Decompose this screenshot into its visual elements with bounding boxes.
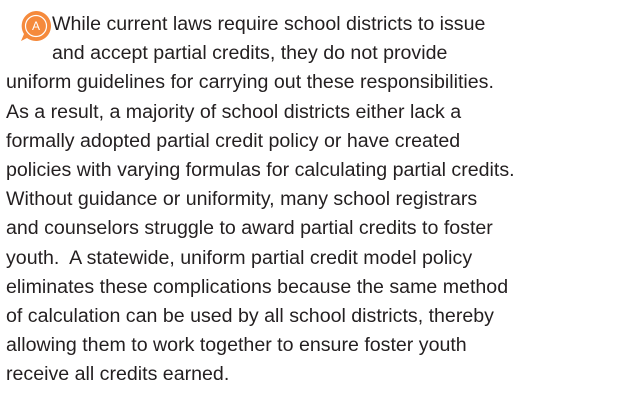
paragraph: While current laws require school distri…: [6, 10, 639, 390]
text-line: of calculation can be used by all school…: [6, 305, 494, 328]
text-line: eliminates these complications because t…: [6, 275, 509, 298]
bubble-ring: [24, 14, 48, 38]
text-line: and counselors struggle to award partial…: [6, 217, 493, 240]
text-line: uniform guidelines for carrying out thes…: [6, 71, 494, 94]
text-line: As a result, a majority of school distri…: [6, 100, 462, 123]
text-line: and accept partial credits, they do not …: [52, 42, 448, 65]
text-line: policies with varying formulas for calcu…: [6, 159, 515, 182]
text-line: formally adopted partial credit policy o…: [6, 129, 461, 152]
text-line: receive all credits earned.: [6, 363, 230, 386]
text-line: Without guidance or uniformity, many sch…: [6, 188, 478, 211]
text-line: allowing them to work together to ensure…: [6, 334, 467, 357]
text-line: youth. A statewide, uniform partial cred…: [6, 246, 473, 269]
icon-label: A: [32, 19, 40, 33]
answer-icon: A: [21, 11, 51, 41]
text-line: While current laws require school distri…: [52, 13, 486, 35]
